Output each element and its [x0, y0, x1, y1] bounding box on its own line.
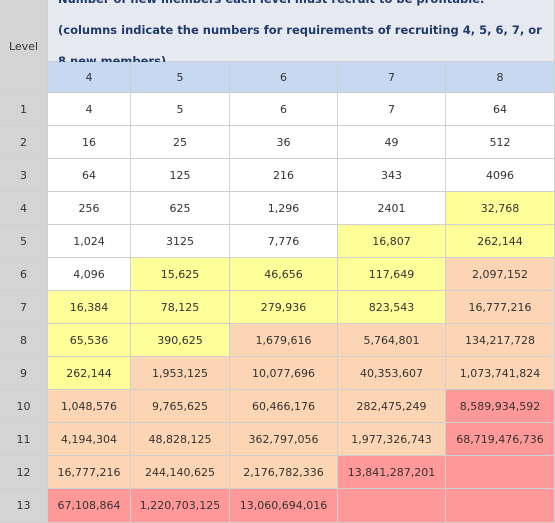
table-cell: 7: [338, 93, 446, 126]
table-cell: 244,140,625: [131, 456, 230, 489]
table-cell: 48,828,125: [131, 423, 230, 456]
table-cell: 16,777,216: [446, 291, 555, 324]
table-cell: 5: [131, 93, 230, 126]
table-cell: 343: [338, 159, 446, 192]
table-cell: 16,807: [338, 225, 446, 258]
table-cell: 46,656: [230, 258, 338, 291]
table-cell: 16,384: [48, 291, 131, 324]
table-cell: 390,625: [131, 324, 230, 357]
column-header: 4: [48, 62, 131, 93]
table-cell: 68,719,476,736: [446, 423, 555, 456]
table-cell: 2,097,152: [446, 258, 555, 291]
table-cell: 625: [131, 192, 230, 225]
table-cell: 49: [338, 126, 446, 159]
level-cell: 10: [0, 390, 48, 423]
table-cell: 32,768: [446, 192, 555, 225]
table-cell: 262,144: [48, 357, 131, 390]
table-cell: 64: [446, 93, 555, 126]
column-header: 8: [446, 62, 555, 93]
table-cell: 8,589,934,592: [446, 390, 555, 423]
table-cell: 117,649: [338, 258, 446, 291]
table-cell: 2401: [338, 192, 446, 225]
table-cell: 4,096: [48, 258, 131, 291]
table-cell: 1,679,616: [230, 324, 338, 357]
table-cell: 10,077,696: [230, 357, 338, 390]
table-cell: 25: [131, 126, 230, 159]
table-cell: 216: [230, 159, 338, 192]
table-cell: 512: [446, 126, 555, 159]
table-cell: 4: [48, 93, 131, 126]
level-cell: 13: [0, 489, 48, 523]
table-cell: 64: [48, 159, 131, 192]
table-cell: 282,475,249: [338, 390, 446, 423]
level-cell: 8: [0, 324, 48, 357]
table-cell: 13,060,694,016: [230, 489, 338, 523]
table-cell: 16,777,216: [48, 456, 131, 489]
table-cell: 262,144: [446, 225, 555, 258]
table-cell: 4096: [446, 159, 555, 192]
table-cell: 256: [48, 192, 131, 225]
table-cell: 78,125: [131, 291, 230, 324]
column-header: 5: [131, 62, 230, 93]
level-cell: 12: [0, 456, 48, 489]
table-cell: 362,797,056: [230, 423, 338, 456]
table-cell: 6: [230, 93, 338, 126]
table-cell: 1,024: [48, 225, 131, 258]
table-cell: 67,108,864: [48, 489, 131, 523]
table-cell: 13,841,287,201: [338, 456, 446, 489]
table-cell: 7,776: [230, 225, 338, 258]
table-cell: [446, 456, 555, 489]
table-cell: 1,220,703,125: [131, 489, 230, 523]
level-cell: 6: [0, 258, 48, 291]
table-cell: 1,977,326,743: [338, 423, 446, 456]
level-cell: 5: [0, 225, 48, 258]
table-cell: 125: [131, 159, 230, 192]
table-cell: 4,194,304: [48, 423, 131, 456]
level-cell: 7: [0, 291, 48, 324]
table-cell: 9,765,625: [131, 390, 230, 423]
table-cell: 1,048,576: [48, 390, 131, 423]
table-cell: 16: [48, 126, 131, 159]
table-cell: 15,625: [131, 258, 230, 291]
table-cell: 823,543: [338, 291, 446, 324]
table-cell: 279,936: [230, 291, 338, 324]
table-cell: 5,764,801: [338, 324, 446, 357]
table-cell: 3125: [131, 225, 230, 258]
level-cell: 9: [0, 357, 48, 390]
level-cell: 3: [0, 159, 48, 192]
column-header: 7: [338, 62, 446, 93]
table-cell: 1,953,125: [131, 357, 230, 390]
table-cell: 1,073,741,824: [446, 357, 555, 390]
table-cell: 134,217,728: [446, 324, 555, 357]
column-header: 6: [230, 62, 338, 93]
level-cell: 11: [0, 423, 48, 456]
level-cell: 4: [0, 192, 48, 225]
level-header: Level: [0, 0, 48, 93]
level-cell: 2: [0, 126, 48, 159]
table-cell: 65,536: [48, 324, 131, 357]
table-cell: [338, 489, 446, 523]
table-cell: 36: [230, 126, 338, 159]
table-cell: 40,353,607: [338, 357, 446, 390]
table-cell: 2,176,782,336: [230, 456, 338, 489]
table-title: Number of new members each level must re…: [48, 0, 555, 68]
level-cell: 1: [0, 93, 48, 126]
table-cell: 60,466,176: [230, 390, 338, 423]
table-cell: 1,296: [230, 192, 338, 225]
table-cell: [446, 489, 555, 523]
